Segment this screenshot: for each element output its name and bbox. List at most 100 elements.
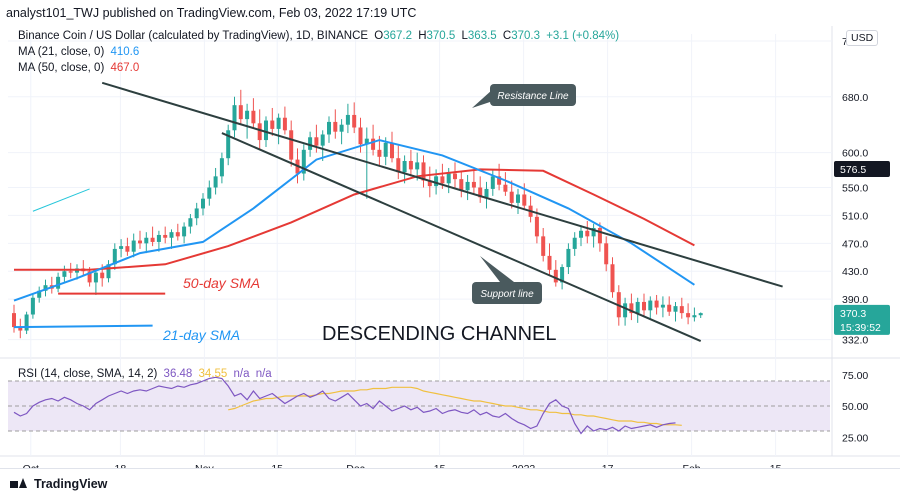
candle-body [100, 272, 105, 279]
footer: TradingView [0, 468, 900, 500]
channel-annotation: DESCENDING CHANNEL [322, 323, 556, 345]
candle-body [673, 306, 678, 312]
resistance-callout-pointer [472, 90, 492, 108]
legend-rsi: RSI (14, close, SMA, 14, 2) 36.48 34.55 … [18, 368, 272, 380]
legend-low: 363.5 [467, 30, 497, 42]
legend-open-label: O [374, 30, 384, 42]
rsi-tick-label: 50.00 [842, 401, 868, 413]
candle-body [383, 142, 388, 157]
candle-body [43, 285, 48, 291]
candle-body [396, 158, 401, 173]
candle-body [245, 110, 250, 120]
candle-body [232, 105, 237, 131]
ma50-price-tag-bg [834, 161, 890, 178]
candle-body [408, 160, 413, 170]
candle-body [156, 234, 161, 242]
candle-body [440, 176, 445, 184]
legend-rsi-value: 36.48 [163, 368, 193, 380]
candle-body [446, 173, 451, 184]
candle-body [213, 176, 218, 188]
support-callout-pointer [480, 256, 514, 282]
candle-body [270, 120, 275, 129]
legend-high: 370.5 [426, 30, 456, 42]
candle-body [597, 227, 602, 244]
candle-body [125, 246, 130, 252]
price-tick-label: 600.0 [842, 148, 868, 160]
currency-button[interactable]: USD [846, 30, 879, 46]
candle-body [534, 216, 539, 237]
candle-body [251, 110, 256, 124]
resistance-callout-text: Resistance Line [497, 91, 569, 102]
candle-body [364, 138, 369, 145]
candle-body [509, 191, 514, 203]
candle-body [37, 290, 42, 298]
sma50-annotation: 50-day SMA [183, 275, 260, 291]
price-chart-svg[interactable]: Resistance Line Support line 50-day SMA 21-… [0, 26, 900, 475]
candle-body [484, 188, 489, 198]
candle-body [62, 271, 67, 277]
candle-body [679, 306, 684, 314]
candle-body [610, 264, 615, 293]
candle-body [327, 121, 331, 135]
legend-ma21-value: 410.6 [110, 46, 140, 58]
candle-body [503, 184, 508, 192]
candle-body [547, 255, 552, 270]
candle-body [226, 130, 231, 159]
candle-body [541, 236, 546, 256]
candle-body [219, 158, 224, 177]
candle-body [553, 269, 558, 283]
resistance-line [101, 81, 783, 288]
candle-body [131, 240, 136, 252]
candle-body [377, 149, 382, 157]
candle-body [579, 230, 583, 238]
candle-body [264, 120, 268, 141]
price-tick-label: 470.0 [842, 238, 868, 250]
candle-body [24, 314, 29, 331]
price-tick-label: 550.0 [842, 183, 868, 195]
resistance-callout: Resistance Line [472, 84, 576, 108]
chart-area[interactable]: Resistance Line Support line 50-day SMA 21-… [0, 26, 900, 475]
candle-body [301, 149, 306, 174]
price-tick-label: 430.0 [842, 266, 868, 278]
cyan-trend-marker [32, 188, 90, 212]
candle-body [402, 160, 407, 173]
candle-body [345, 114, 350, 125]
support-line [221, 132, 702, 342]
publisher-header: analyst101_TWJ published on TradingView.… [0, 0, 900, 26]
candle-body [591, 227, 596, 237]
ma50-price-tag: 576.5 [840, 164, 866, 176]
candle-body [478, 187, 483, 198]
rsi-tick-label: 75.00 [842, 370, 868, 382]
candle-body [339, 124, 344, 132]
legend-main: Binance Coin / US Dollar (calculated by … [18, 30, 619, 42]
candle-body [358, 127, 363, 145]
candle-body [497, 176, 502, 185]
candle-body [238, 105, 243, 120]
candle-body [333, 121, 338, 132]
candle-body [182, 226, 187, 237]
rsi-band [8, 381, 830, 431]
legend-ma50: MA (50, close, 0) 467.0 [18, 62, 139, 74]
last-price-tag-countdown: 15:39:52 [840, 322, 881, 334]
candle-body [87, 271, 92, 283]
legend-rsi-label: RSI (14, close, SMA, 14, 2) [18, 368, 158, 380]
candle-body [68, 271, 73, 273]
support-callout: Support line [472, 256, 542, 304]
candle-body [18, 327, 23, 331]
support-callout-box [472, 282, 542, 304]
candle-body [566, 248, 571, 268]
legend-ma50-value: 467.0 [110, 62, 140, 74]
legend-ma50-label: MA (50, close, 0) [18, 62, 105, 74]
tradingview-brand[interactable]: TradingView [10, 477, 107, 491]
candle-body [648, 300, 653, 311]
candle-body [138, 240, 142, 244]
candle-body [453, 173, 457, 180]
sma21-marker [13, 324, 153, 329]
candle-body [144, 237, 149, 244]
legend-symbol: Binance Coin / US Dollar (calculated by … [18, 30, 369, 42]
candle-body [257, 123, 262, 141]
candle-body [698, 313, 703, 316]
candle-body [371, 138, 376, 150]
candle-body [516, 194, 520, 203]
support-callout-text: Support line [480, 289, 534, 300]
